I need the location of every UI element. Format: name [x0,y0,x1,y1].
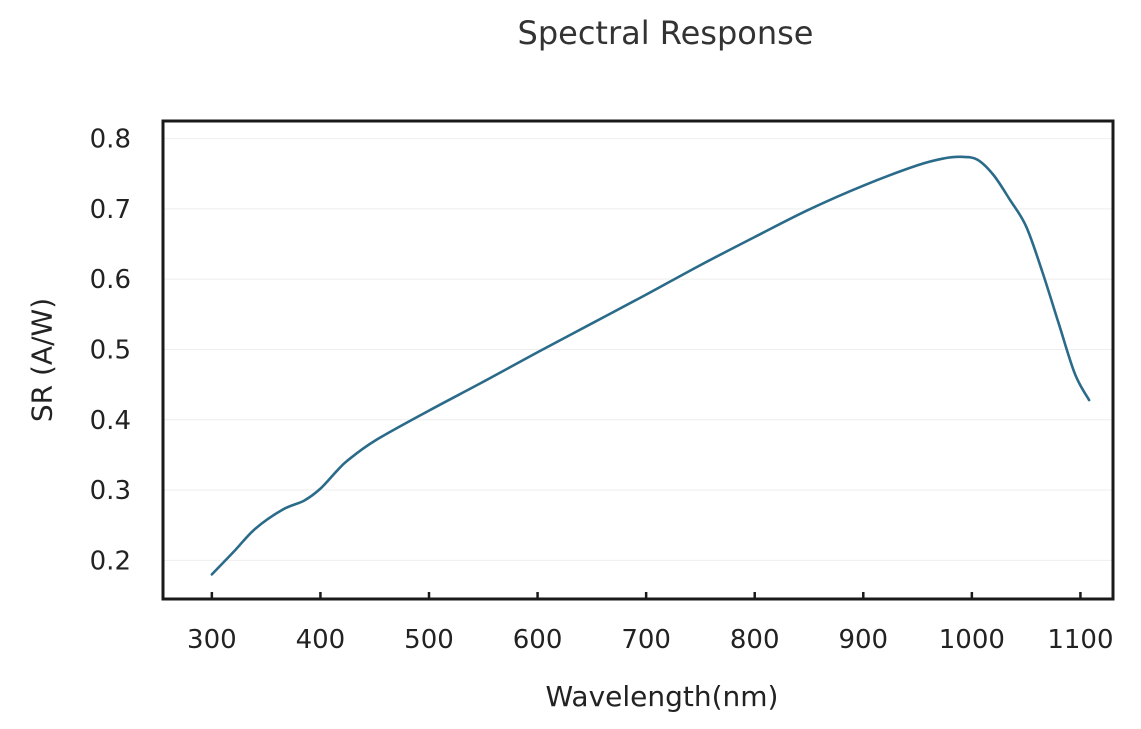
chart-title: Spectral Response [517,14,814,52]
plot-frame [161,119,1115,601]
x-tick-label: 1100 [1047,625,1113,655]
y-tick-label: 0.5 [90,335,131,365]
x-tick-label: 700 [621,625,671,655]
x-tick-label: 400 [296,625,346,655]
y-tick-label: 0.7 [90,195,131,225]
axis-ticks: 0.2 0.3 0.4 0.5 0.6 0.7 0.8 300 400 500 600 700 800 9… [90,125,1114,655]
x-tick-label: 800 [730,625,780,655]
x-tick-label: 1000 [939,625,1005,655]
data-line [210,155,1091,576]
x-tick-label: 300 [187,625,237,655]
y-tick-label: 0.3 [90,476,131,506]
x-axis-label: Wavelength(nm) [545,680,779,713]
x-tick-label: 500 [404,625,454,655]
y-tick-label: 0.8 [90,125,131,155]
y-tick-label: 0.2 [90,546,131,576]
spectral-response-line [210,155,1091,576]
grid-lines [163,138,1113,561]
y-tick-label: 0.6 [90,265,131,295]
x-tick-label: 600 [513,625,563,655]
x-tick-label: 900 [838,625,888,655]
y-tick-label: 0.4 [90,406,131,436]
